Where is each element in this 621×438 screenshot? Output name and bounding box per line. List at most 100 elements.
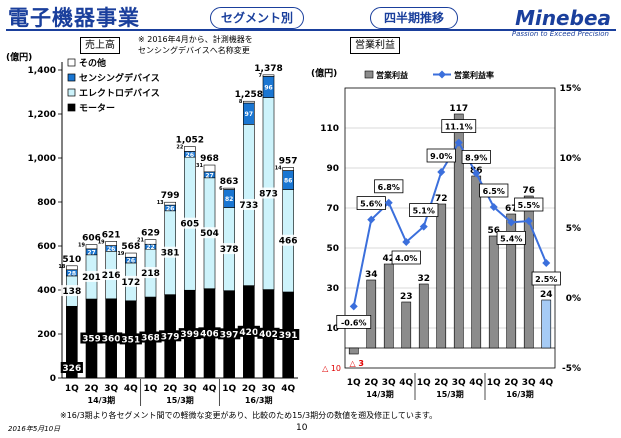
x-tick-label: 4Q xyxy=(469,378,483,388)
footer-note: ※16/3期より各セグメント間での軽微な変更があり、比較のため15/3期分の数値… xyxy=(60,411,438,420)
data-label: 82 xyxy=(225,196,233,203)
data-label-bg xyxy=(277,234,300,246)
total-label: 510 xyxy=(62,255,81,265)
margin-label-box xyxy=(496,230,526,245)
data-label: 381 xyxy=(161,249,180,259)
data-label-bg xyxy=(139,331,162,343)
margin-label: 5.6% xyxy=(360,200,382,209)
margin-label: 4.0% xyxy=(395,254,417,263)
margin-marker xyxy=(419,222,428,231)
period-pill: 四半期推移 xyxy=(370,7,458,29)
data-label-bg xyxy=(237,325,260,337)
margin-label: -0.6% xyxy=(341,318,367,327)
note-line: ※ 2016年4月から、計測機器を xyxy=(138,35,253,44)
operating-profit-chart: (億円) 10 30 50 70 90 110 △ 10 -5% 0% 5% 10% 15% 営業利益 営業… xyxy=(311,67,581,400)
legend-label: モーター xyxy=(79,102,115,114)
bar-segment xyxy=(66,265,78,271)
data-label: 76 xyxy=(522,186,535,196)
x-tick-label: 2Q xyxy=(364,378,378,388)
margin-marker xyxy=(402,238,411,246)
x-tick-label: 1Q xyxy=(417,378,431,388)
total-label: 629 xyxy=(141,229,160,239)
data-label: 14 xyxy=(275,165,282,171)
margin-marker xyxy=(489,203,498,211)
sales-panel-label: 売上高 xyxy=(80,37,120,54)
x-tick-label: 3Q xyxy=(382,378,396,388)
margin-marker xyxy=(507,218,516,227)
margin-label-box xyxy=(409,203,439,218)
data-label: 42 xyxy=(382,254,395,264)
data-label: 326 xyxy=(62,364,81,374)
y-tick-label: 110 xyxy=(320,124,339,134)
data-label-bg xyxy=(139,267,162,279)
y-tick-label: 50 xyxy=(326,244,339,254)
data-label: 19 xyxy=(98,239,105,245)
data-label-bg xyxy=(119,275,142,287)
margin-label: 6.8% xyxy=(378,183,400,192)
data-label-bg xyxy=(257,187,280,199)
x-tick-label: 3Q xyxy=(522,378,536,388)
x-tick-label: 3Q xyxy=(104,384,118,394)
data-label: 360 xyxy=(102,334,121,344)
data-label: 733 xyxy=(239,201,258,211)
y-tick-label: 0 xyxy=(50,374,56,384)
margin-label-box xyxy=(391,250,421,265)
data-label: 873 xyxy=(259,190,278,200)
margin-marker xyxy=(367,215,376,224)
y-axis-unit: (億円) xyxy=(6,52,32,63)
bar xyxy=(348,347,359,355)
data-label: 351 xyxy=(121,335,140,345)
data-label: 359 xyxy=(82,335,101,345)
bar-segment xyxy=(144,239,157,245)
y-tick-label: 90 xyxy=(326,164,339,174)
data-label: 19 xyxy=(117,251,124,257)
y-tick-label: 800 xyxy=(37,198,56,208)
total-label: 863 xyxy=(220,177,239,187)
x-tick-label: 3Q xyxy=(452,378,466,388)
data-label: 391 xyxy=(279,331,298,341)
data-label: 6 xyxy=(219,186,223,192)
bar xyxy=(541,299,552,349)
bar xyxy=(453,113,464,349)
bar xyxy=(366,279,377,349)
x-tick-label: 4Q xyxy=(124,384,138,394)
data-label: 218 xyxy=(141,269,160,279)
data-label-bg xyxy=(159,330,182,342)
bar-segment xyxy=(223,187,235,190)
data-label: 605 xyxy=(180,220,199,230)
y-axis-unit: (億円) xyxy=(311,67,337,79)
data-label-bg xyxy=(178,328,201,340)
category-group-label: 16/3期 xyxy=(506,389,534,399)
data-label: 379 xyxy=(161,332,180,342)
data-label: 216 xyxy=(102,271,121,281)
legend-label: 営業利益率 xyxy=(454,70,494,80)
margin-marker xyxy=(384,198,393,207)
y-tick-label: 10 xyxy=(326,324,339,334)
header-rule xyxy=(6,29,616,31)
data-label-bg xyxy=(100,269,123,281)
data-label: 201 xyxy=(82,273,101,283)
data-label: 28 xyxy=(68,270,76,277)
sales-rename-note: ※ 2016年4月から、計測機器を センシングデバイスへ名称変更 xyxy=(138,34,253,56)
legend-marker xyxy=(438,70,446,79)
x-tick-label: 1Q xyxy=(144,384,158,394)
page-number: 10 xyxy=(296,423,308,433)
y2-tick-label: 5% xyxy=(566,224,581,234)
data-label: 18 xyxy=(58,264,65,270)
category-group-label: 15/3期 xyxy=(166,395,194,405)
data-label-bg xyxy=(80,332,103,344)
margin-label: 5.1% xyxy=(413,207,435,216)
bar xyxy=(436,203,447,349)
margin-marker xyxy=(437,168,446,176)
sales-chart: (億円) 0 200 400 600 800 1,000 1,200 1,400 その他センシング… xyxy=(6,52,300,406)
y2-tick-label: -5% xyxy=(562,364,581,374)
legend-swatch xyxy=(67,73,76,82)
total-label: 621 xyxy=(102,230,121,240)
data-label: 138 xyxy=(62,287,81,297)
y-tick-label: 1,400 xyxy=(28,66,56,76)
margin-label: 6.5% xyxy=(483,187,505,196)
data-label-bg xyxy=(60,362,83,373)
data-label: 420 xyxy=(239,328,258,338)
bar-segment xyxy=(243,100,255,104)
x-tick-label: 2Q xyxy=(504,378,518,388)
